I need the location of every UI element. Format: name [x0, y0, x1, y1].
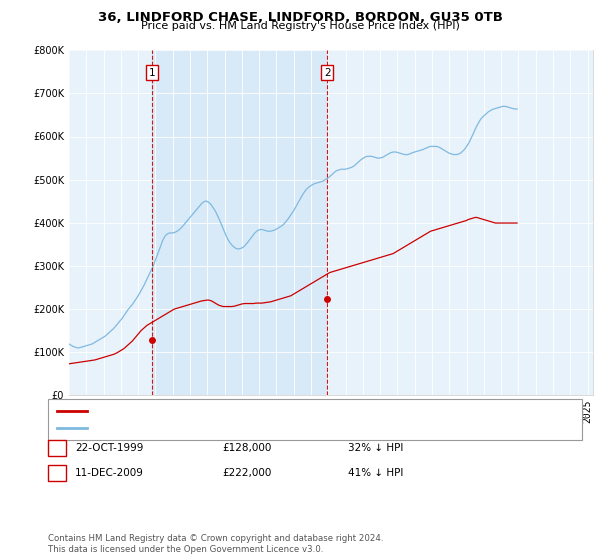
Text: £222,000: £222,000	[222, 468, 271, 478]
Text: 36, LINDFORD CHASE, LINDFORD, BORDON, GU35 0TB (detached house): 36, LINDFORD CHASE, LINDFORD, BORDON, GU…	[91, 405, 449, 416]
Text: 36, LINDFORD CHASE, LINDFORD, BORDON, GU35 0TB: 36, LINDFORD CHASE, LINDFORD, BORDON, GU…	[98, 11, 502, 24]
Text: £128,000: £128,000	[222, 443, 271, 453]
Text: 1: 1	[53, 443, 61, 453]
Text: 2: 2	[324, 68, 331, 78]
Text: 2: 2	[53, 468, 61, 478]
Text: 22-OCT-1999: 22-OCT-1999	[75, 443, 143, 453]
Bar	[152, 50, 327, 395]
Text: 1: 1	[149, 68, 155, 78]
Text: 32% ↓ HPI: 32% ↓ HPI	[348, 443, 403, 453]
Text: Price paid vs. HM Land Registry's House Price Index (HPI): Price paid vs. HM Land Registry's House …	[140, 21, 460, 31]
Text: HPI: Average price, detached house, East Hampshire: HPI: Average price, detached house, East…	[91, 423, 349, 433]
Text: 41% ↓ HPI: 41% ↓ HPI	[348, 468, 403, 478]
Text: 11-DEC-2009: 11-DEC-2009	[75, 468, 144, 478]
Text: Contains HM Land Registry data © Crown copyright and database right 2024.
This d: Contains HM Land Registry data © Crown c…	[48, 534, 383, 554]
